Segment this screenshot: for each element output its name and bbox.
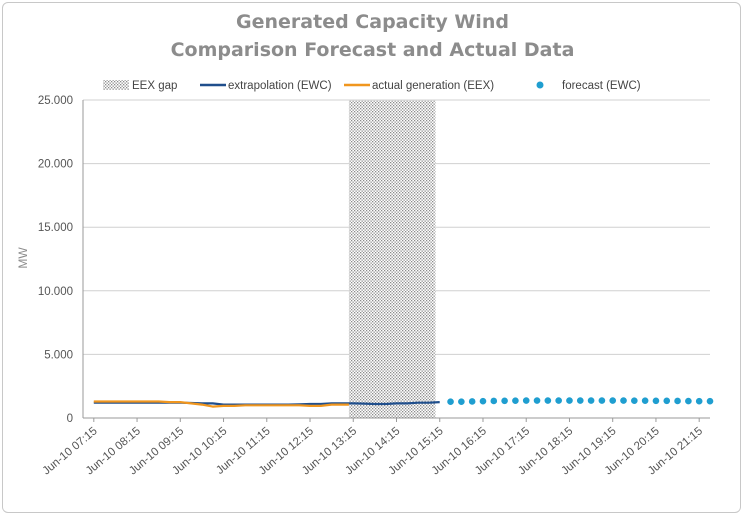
legend: EEX gap extrapolation (EWC) actual gener… <box>103 80 641 92</box>
legend-label-actual-generation: actual generation (EEX) <box>372 80 494 92</box>
legend-label-forecast: forecast (EWC) <box>562 80 641 92</box>
series-point-forecast-ewc <box>522 397 530 404</box>
series-point-forecast-ewc <box>706 397 714 405</box>
series-point-forecast-ewc <box>447 398 454 406</box>
chart-title-block: Generated Capacity Wind Comparison Forec… <box>0 8 745 64</box>
series-point-forecast-ewc <box>458 398 465 406</box>
series-point-forecast-ewc <box>544 397 552 404</box>
series-point-forecast-ewc <box>490 397 498 405</box>
y-tick-label: 25.000 <box>38 95 73 107</box>
eex-gap-region <box>348 100 436 418</box>
series-point-forecast-ewc <box>641 397 649 405</box>
series-point-forecast-ewc <box>609 397 617 404</box>
series-point-forecast-ewc <box>598 397 606 404</box>
y-axis-label: MW <box>16 247 30 269</box>
series-point-forecast-ewc <box>587 397 595 404</box>
series-point-forecast-ewc <box>468 398 476 405</box>
y-tick-label: 15.000 <box>38 222 73 234</box>
chart-title: Generated Capacity Wind <box>236 11 509 33</box>
y-tick-label: 20.000 <box>38 159 73 171</box>
series-point-forecast-ewc <box>555 397 562 404</box>
series-point-forecast-ewc <box>501 397 508 405</box>
series-point-forecast-ewc <box>652 397 660 405</box>
legend-label-extrapolation: extrapolation (EWC) <box>228 80 332 92</box>
series-point-forecast-ewc <box>533 397 541 404</box>
series-point-forecast-ewc <box>566 397 573 404</box>
series-point-forecast-ewc <box>631 397 638 405</box>
series-point-forecast-ewc <box>512 397 519 405</box>
series-point-forecast-ewc <box>576 397 584 404</box>
y-tick-label: 10.000 <box>38 286 73 298</box>
chart-subtitle: Comparison Forecast and Actual Data <box>170 39 575 61</box>
series-point-forecast-ewc <box>685 397 692 405</box>
legend-swatch-forecast <box>536 81 544 89</box>
series-point-forecast-ewc <box>663 397 671 405</box>
legend-swatch-eex-gap <box>103 80 129 90</box>
series-line-actual-generation-eex <box>93 400 349 408</box>
legend-label-eex-gap: EEX gap <box>132 80 177 92</box>
y-tick-label: 0 <box>67 413 73 425</box>
series-point-forecast-ewc <box>620 397 627 404</box>
series-point-forecast-ewc <box>695 397 703 405</box>
series-point-forecast-ewc <box>479 397 487 405</box>
y-tick-label: 5.000 <box>44 349 73 361</box>
series-point-forecast-ewc <box>674 397 681 405</box>
